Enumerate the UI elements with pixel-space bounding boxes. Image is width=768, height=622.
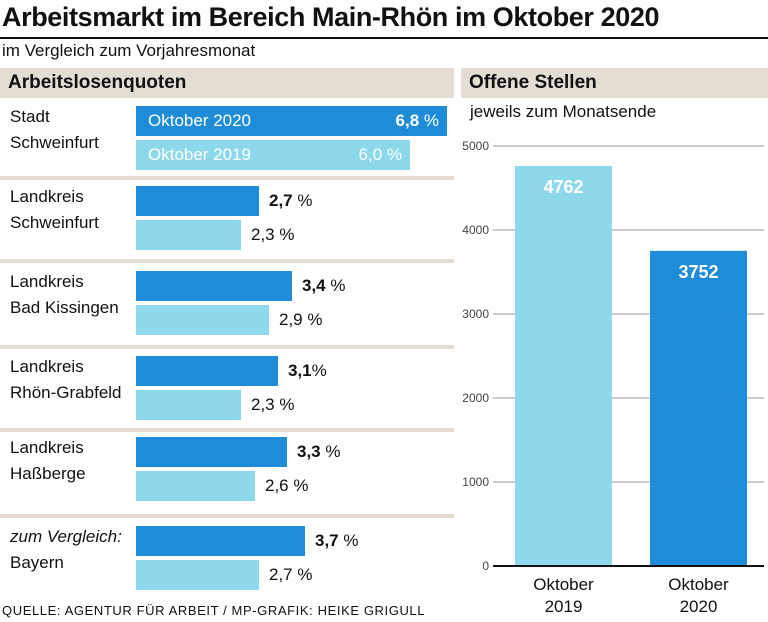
bar-value-label: 6,0 %: [358, 145, 402, 164]
bar-value-label: 2,9 %: [279, 310, 323, 329]
region-separator: [0, 428, 454, 432]
legend-label: Oktober 2020: [148, 111, 252, 130]
region-label: zum Vergleich: Bayern: [10, 527, 122, 572]
region-label: Stadt Schweinfurt: [10, 107, 99, 152]
legend-label: Oktober 2019: [148, 145, 252, 164]
bar-value-label: 3,4 %: [302, 276, 346, 295]
bar-oktober-2020: [136, 186, 259, 216]
bar-value-label: 2,7 %: [269, 565, 313, 584]
y-tick-label: 2000: [462, 391, 489, 405]
section-heading-offene-stellen: Offene Stellen: [461, 68, 768, 98]
bar-oktober-2019: [136, 390, 241, 420]
region-separator: [0, 345, 454, 349]
bar-oktober-2019: [136, 471, 255, 501]
column-value-label: 3752: [678, 262, 718, 282]
x-tick-label: 2019: [545, 597, 583, 616]
bar-oktober-2020: [136, 356, 278, 386]
region-label: Landkreis Schweinfurt: [10, 187, 99, 232]
bar-value-label: 3,3 %: [297, 442, 341, 461]
title-rule: [0, 37, 768, 39]
column-value-label: 4762: [543, 177, 583, 197]
y-tick-label: 1000: [462, 475, 489, 489]
column-bar: [515, 165, 612, 566]
region-separator: [0, 176, 454, 180]
x-tick-label: 2020: [680, 597, 718, 616]
section-heading-arbeitslosenquoten: Arbeitslosenquoten: [0, 68, 454, 98]
y-tick-label: 0: [482, 559, 489, 573]
bar-value-label: 3,7 %: [315, 531, 359, 550]
y-tick-label: 3000: [462, 307, 489, 321]
region-label: Landkreis Haßberge: [10, 438, 86, 483]
bar-value-label: 6,8 %: [395, 111, 439, 130]
bar-oktober-2020: [136, 271, 292, 301]
chart-subtitle: im Vergleich zum Vorjahresmonat: [2, 41, 256, 60]
region-separator: [0, 259, 454, 263]
bar-oktober-2019: [136, 305, 269, 335]
bar-oktober-2020: [136, 526, 305, 556]
x-tick-label: Oktober: [533, 575, 594, 594]
region-separator: [0, 514, 454, 518]
x-tick-label: Oktober: [668, 575, 729, 594]
bar-value-label: 2,6 %: [265, 476, 309, 495]
column-bar: [650, 250, 747, 566]
bar-value-label: 2,3 %: [251, 225, 295, 244]
region-label: Landkreis Bad Kissingen: [10, 272, 119, 317]
bar-value-label: 3,1%: [288, 361, 327, 380]
y-tick-label: 4000: [462, 223, 489, 237]
bar-oktober-2019: [136, 140, 410, 170]
source-credit: QUELLE: AGENTUR FÜR ARBEIT / MP-GRAFIK: …: [2, 603, 426, 618]
region-label: Landkreis Rhön-Grabfeld: [10, 357, 122, 402]
bar-oktober-2019: [136, 220, 241, 250]
offene-stellen-subheading: jeweils zum Monatsende: [470, 102, 657, 121]
chart-title: Arbeitsmarkt im Bereich Main-Rhön im Okt…: [2, 2, 660, 32]
bar-oktober-2020: [136, 106, 447, 136]
bar-value-label: 2,7 %: [269, 191, 313, 210]
bar-value-label: 2,3 %: [251, 395, 295, 414]
bar-oktober-2019: [136, 560, 259, 590]
bar-oktober-2020: [136, 437, 287, 467]
y-tick-label: 5000: [462, 139, 489, 153]
